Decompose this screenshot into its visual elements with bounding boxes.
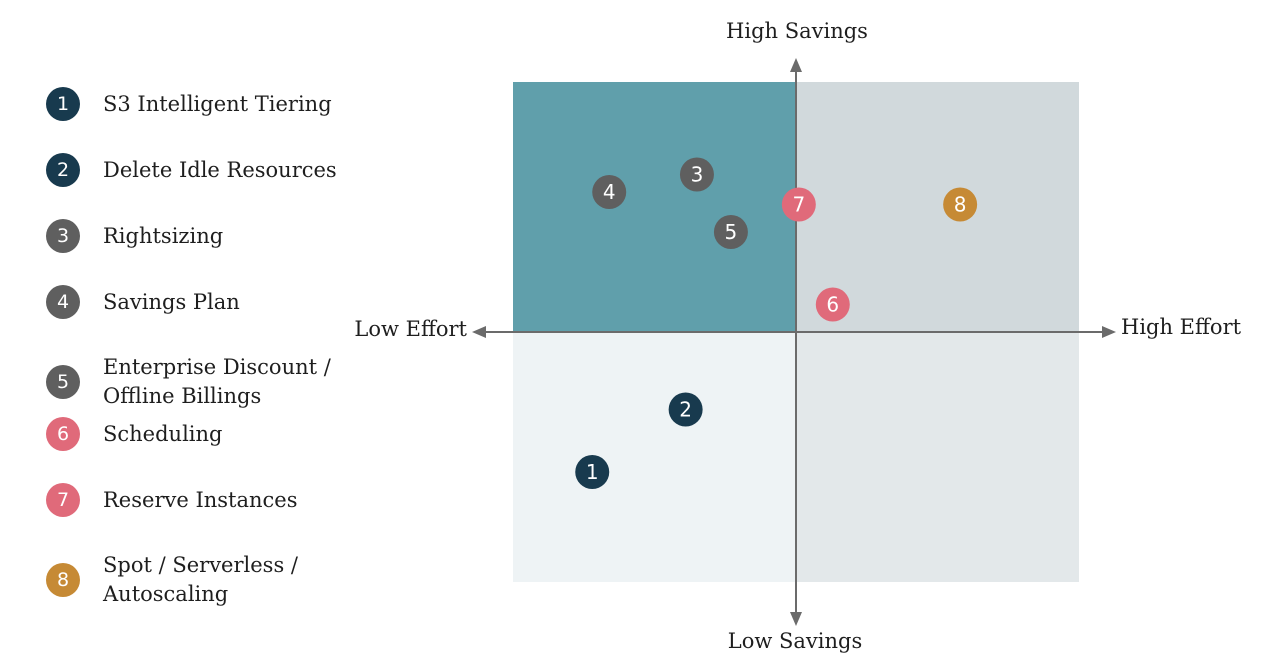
legend-item: 6 Scheduling bbox=[46, 417, 222, 451]
point-number: 1 bbox=[586, 460, 599, 484]
matrix-point-5: 5 bbox=[713, 215, 748, 249]
legend: 1 S3 Intelligent Tiering 2 Delete Idle Reso… bbox=[0, 0, 360, 668]
quadrant-low-savings-low-effort bbox=[513, 332, 796, 582]
legend-label: Savings Plan bbox=[103, 289, 240, 314]
legend-label: Spot / Serverless / Autoscaling bbox=[103, 553, 298, 606]
point-number: 4 bbox=[603, 180, 616, 204]
point-number: 7 bbox=[792, 193, 805, 217]
legend-number-badge: 4 bbox=[46, 285, 80, 319]
legend-item: 1 S3 Intelligent Tiering bbox=[46, 87, 332, 121]
legend-item: 2 Delete Idle Resources bbox=[46, 153, 337, 187]
point-number: 5 bbox=[725, 220, 738, 244]
axis-label-right: High Effort bbox=[1121, 315, 1242, 339]
legend-number-badge: 5 bbox=[46, 364, 80, 399]
point-marker bbox=[713, 215, 748, 249]
point-marker bbox=[943, 187, 978, 222]
legend-item: 4 Savings Plan bbox=[46, 285, 240, 319]
point-number: 8 bbox=[954, 193, 967, 217]
legend-item: 5 Enterprise Discount / Offline Billings bbox=[46, 352, 331, 411]
point-marker bbox=[668, 392, 703, 427]
arrow-down-icon bbox=[790, 612, 802, 626]
legend-label: S3 Intelligent Tiering bbox=[103, 91, 332, 116]
arrow-right-icon bbox=[1102, 326, 1116, 338]
matrix-point-2: 2 bbox=[668, 392, 703, 427]
legend-item: 8 Spot / Serverless / Autoscaling bbox=[46, 550, 298, 609]
legend-number-badge: 8 bbox=[46, 562, 80, 597]
matrix-point-8: 8 bbox=[943, 187, 978, 222]
legend-number-badge: 3 bbox=[46, 219, 80, 253]
legend-label: Scheduling bbox=[103, 421, 223, 446]
matrix-point-3: 3 bbox=[679, 157, 714, 192]
point-number: 6 bbox=[826, 293, 839, 317]
point-number: 2 bbox=[679, 398, 692, 422]
axis-label-bottom: Low Savings bbox=[728, 629, 862, 653]
quadrant-high-savings-high-effort bbox=[796, 82, 1079, 332]
legend-number-badge: 6 bbox=[46, 417, 80, 451]
quadrant-high-savings-low-effort bbox=[513, 82, 796, 332]
matrix-point-7: 7 bbox=[781, 187, 816, 222]
legend-number-badge: 2 bbox=[46, 153, 80, 187]
point-marker bbox=[815, 287, 850, 322]
point-marker bbox=[575, 455, 610, 489]
matrix-point-6: 6 bbox=[815, 287, 850, 322]
legend-label: Rightsizing bbox=[103, 223, 224, 248]
legend-label: Reserve Instances bbox=[103, 487, 298, 512]
legend-number-badge: 7 bbox=[46, 483, 80, 517]
matrix-point-4: 4 bbox=[592, 175, 627, 209]
legend-label: Delete Idle Resources bbox=[103, 157, 337, 182]
legend-item: 3 Rightsizing bbox=[46, 219, 223, 253]
point-marker bbox=[781, 187, 816, 222]
legend-number-badge: 1 bbox=[46, 87, 80, 121]
point-marker bbox=[592, 175, 627, 209]
axis-label-top: High Savings bbox=[726, 19, 868, 43]
arrow-up-icon bbox=[790, 58, 802, 72]
point-marker bbox=[679, 157, 714, 192]
legend-item: 7 Reserve Instances bbox=[46, 483, 298, 517]
quadrant-low-savings-high-effort bbox=[796, 332, 1079, 582]
point-number: 3 bbox=[691, 163, 704, 187]
arrow-left-icon bbox=[472, 326, 486, 338]
matrix-point-1: 1 bbox=[575, 455, 610, 489]
axis-label-left: Low Effort bbox=[354, 317, 467, 341]
legend-label: Enterprise Discount / Offline Billings bbox=[103, 355, 331, 408]
